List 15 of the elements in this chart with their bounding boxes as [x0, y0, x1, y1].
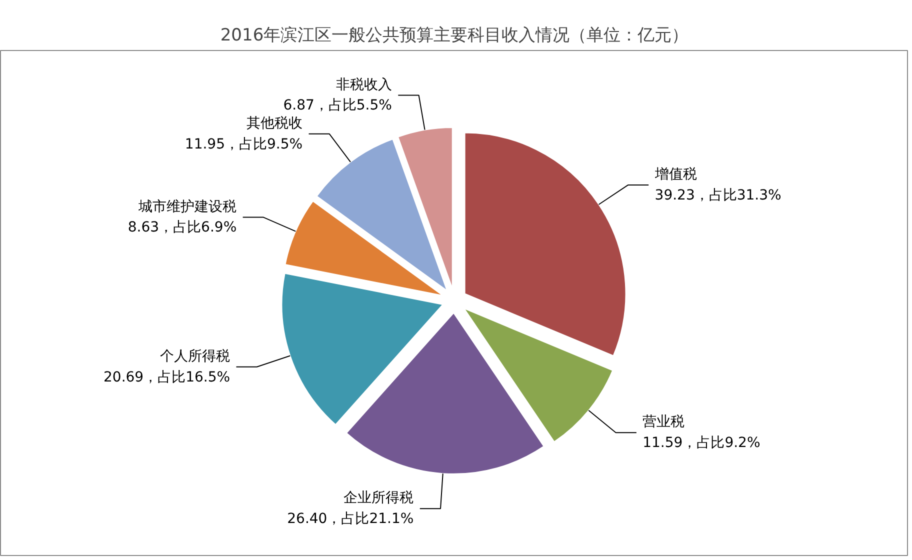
slice-label: 营业税 [642, 414, 685, 430]
slice-label: 非税收入 [336, 76, 392, 93]
slice-label: 增值税 [654, 166, 697, 183]
chart-title: 2016年滨江区一般公共预算主要科目收入情况（单位：亿元） [220, 26, 689, 46]
data-label: 6.87，占比5.5% [283, 98, 392, 114]
slice-label: 个人所得税 [160, 348, 230, 364]
data-label: 11.95，占比9.5% [184, 136, 303, 152]
data-label: 20.69，占比16.5% [104, 369, 230, 386]
slice-label: 企业所得税 [344, 490, 414, 506]
slice-label: 其他税收 [246, 116, 303, 132]
data-label: 11.59，占比9.2% [642, 435, 760, 452]
data-label: 8.63，占比6.9% [128, 220, 237, 236]
data-label: 39.23，占比31.3% [654, 187, 782, 204]
data-label: 26.40，占比21.1% [287, 510, 414, 527]
slice-label: 城市维护建设税 [138, 198, 237, 215]
